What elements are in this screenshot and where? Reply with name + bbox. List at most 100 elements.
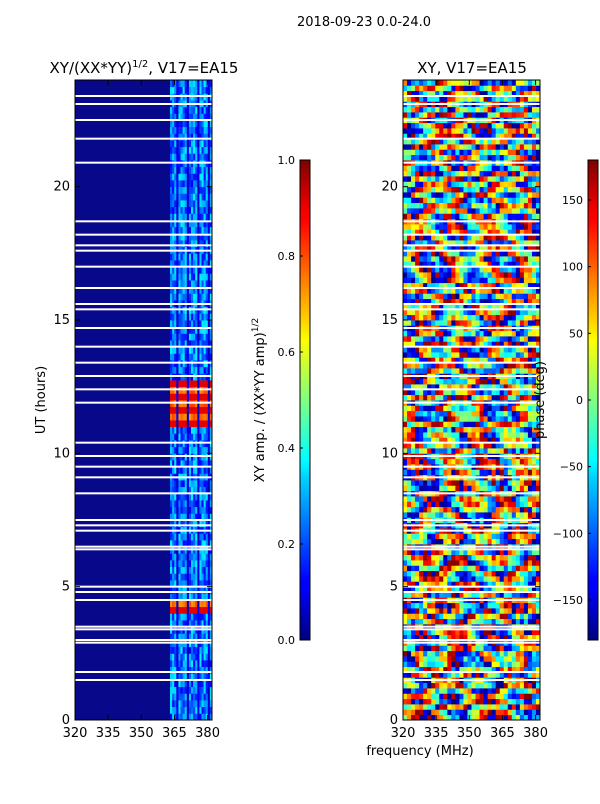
phase-cell (455, 368, 459, 374)
phase-cell (516, 427, 520, 433)
phase-cell (431, 699, 435, 705)
phase-cell (512, 315, 516, 321)
phase-cell (455, 411, 459, 417)
phase-cell (480, 320, 484, 326)
phase-cell (504, 699, 508, 705)
phase-cell (427, 256, 431, 262)
phase-cell (512, 560, 516, 566)
phase-cell (512, 459, 516, 465)
phase-cell (427, 421, 431, 427)
phase-cell (451, 603, 455, 609)
phase-cell (488, 699, 492, 705)
phase-cell (419, 576, 423, 582)
phase-cell (528, 576, 532, 582)
phase-cell (423, 379, 427, 385)
phase-cell (524, 395, 528, 401)
phase-cell (512, 416, 516, 422)
phase-cell (528, 501, 532, 507)
phase-cell (496, 709, 500, 715)
phase-cell (492, 507, 496, 513)
phase-cell (455, 496, 459, 502)
phase-cell (492, 576, 496, 582)
phase-cell (496, 539, 500, 545)
phase-cell (431, 379, 435, 385)
phase-cell (411, 331, 415, 337)
phase-cell (492, 469, 496, 475)
phase-cell (403, 501, 407, 507)
phase-cell (447, 352, 451, 358)
phase-cell (520, 688, 524, 694)
phase-cell (516, 512, 520, 518)
phase-cell (496, 405, 500, 411)
phase-cell (496, 501, 500, 507)
amplitude-colorbar-tick-label: 0.6 (278, 346, 296, 359)
phase-cell (496, 293, 500, 299)
phase-cell (411, 693, 415, 699)
phase-cell (532, 603, 536, 609)
phase-cell (492, 661, 496, 667)
phase-cell (459, 405, 463, 411)
phase-cell (504, 501, 508, 507)
phase-cell (528, 480, 532, 486)
phase-cell (423, 645, 427, 651)
phase-cell (528, 395, 532, 401)
phase-cell (411, 459, 415, 465)
phase-cell (480, 613, 484, 619)
phase-cell (415, 613, 419, 619)
phase-cell (419, 608, 423, 614)
phase-cell (472, 272, 476, 278)
phase-cell (528, 533, 532, 539)
phase-cell (488, 448, 492, 454)
phase-cell (528, 619, 532, 625)
phase-cell (427, 459, 431, 465)
phase-cell (532, 560, 536, 566)
phase-cell (520, 416, 524, 422)
phase-cell (423, 421, 427, 427)
phase-cell (516, 576, 520, 582)
phase-cell (407, 619, 411, 625)
phase-cell (439, 565, 443, 571)
phase-cell (472, 683, 476, 689)
phase-cell (500, 469, 504, 475)
phase-cell (516, 571, 520, 577)
phase-cell (524, 656, 528, 662)
phase-cell (435, 411, 439, 417)
phase-cell (496, 683, 500, 689)
phase-cell (476, 272, 480, 278)
phase-cell (467, 661, 471, 667)
phase-cell (484, 613, 488, 619)
phase-cell (455, 560, 459, 566)
phase-cell (463, 379, 467, 385)
phase-cell (488, 683, 492, 689)
phase-cell (431, 256, 435, 262)
amplitude-colorbar-label: XY amp. / (XX*YY amp)1/2 (251, 318, 268, 482)
phase-cell (504, 256, 508, 262)
phase-cell (516, 496, 520, 502)
phase-cell (476, 507, 480, 513)
phase-cell (419, 619, 423, 625)
phase-cell (451, 368, 455, 374)
phase-cell (435, 512, 439, 518)
phase-cell (516, 693, 520, 699)
phase-cell (403, 603, 407, 609)
phase-cell (459, 656, 463, 662)
amplitude-gap-line (75, 591, 212, 593)
phase-cell (455, 683, 459, 689)
phase-cell (500, 331, 504, 337)
phase-cell (443, 411, 447, 417)
phase-cell (403, 459, 407, 465)
phase-cell (419, 421, 423, 427)
phase-cell (476, 485, 480, 491)
phase-cell (484, 480, 488, 486)
phase-cell (492, 448, 496, 454)
phase-cell (439, 576, 443, 582)
phase-cell (516, 613, 520, 619)
phase-cell (492, 427, 496, 433)
phase-cell (459, 501, 463, 507)
amplitude-title: XY/(XX*YY)1/2, V17=EA15 (50, 59, 239, 77)
phase-cell (528, 661, 532, 667)
phase-cell (403, 709, 407, 715)
phase-cell (524, 699, 528, 705)
phase-cell (500, 565, 504, 571)
phase-cell (463, 656, 467, 662)
